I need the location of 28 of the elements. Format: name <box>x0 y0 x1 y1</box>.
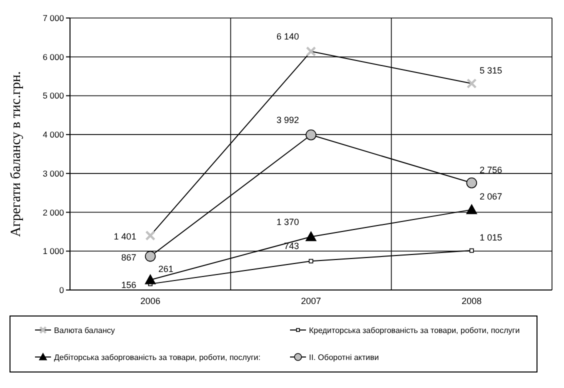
y-axis-title: Агрегати балансу в тис.грн. <box>9 71 24 237</box>
data-label: 2 756 <box>480 164 502 175</box>
data-label: 1 370 <box>276 216 299 227</box>
y-tick-label: 4 000 <box>42 130 64 140</box>
data-label: 261 <box>158 264 174 274</box>
x-tick-label: 2007 <box>300 296 322 306</box>
y-tick-label: 3 000 <box>42 168 64 178</box>
y-tick-label: 1 000 <box>42 246 64 256</box>
x-tick-label: 2008 <box>462 296 482 306</box>
legend-label: Дебіторська заборгованість за товари, роботи, послуги: <box>54 352 260 362</box>
data-label: 3 992 <box>276 114 299 125</box>
y-tick-label: 2 000 <box>42 207 64 218</box>
data-label: 6 140 <box>276 31 299 42</box>
x-tick-label: 2006 <box>140 296 160 306</box>
y-tick-label: 0 <box>59 284 64 295</box>
legend-label: Кредиторська заборгованість за товари, роботи, послуги <box>309 326 520 335</box>
data-label: 1 401 <box>114 232 136 242</box>
data-label: 743 <box>284 241 299 252</box>
data-label: 1 015 <box>480 232 502 243</box>
data-label: 156 <box>121 280 136 290</box>
data-label: 5 315 <box>480 65 502 76</box>
y-tick-label: 5 000 <box>42 90 64 101</box>
data-label: 2 067 <box>480 192 502 202</box>
legend-label: Валюта балансу <box>54 326 115 335</box>
y-tick-label: 6 000 <box>42 52 64 62</box>
legend-label: ІІ. Оборотні активи <box>309 352 379 362</box>
data-label: 867 <box>121 252 136 262</box>
y-tick-label: 7 000 <box>42 12 64 23</box>
